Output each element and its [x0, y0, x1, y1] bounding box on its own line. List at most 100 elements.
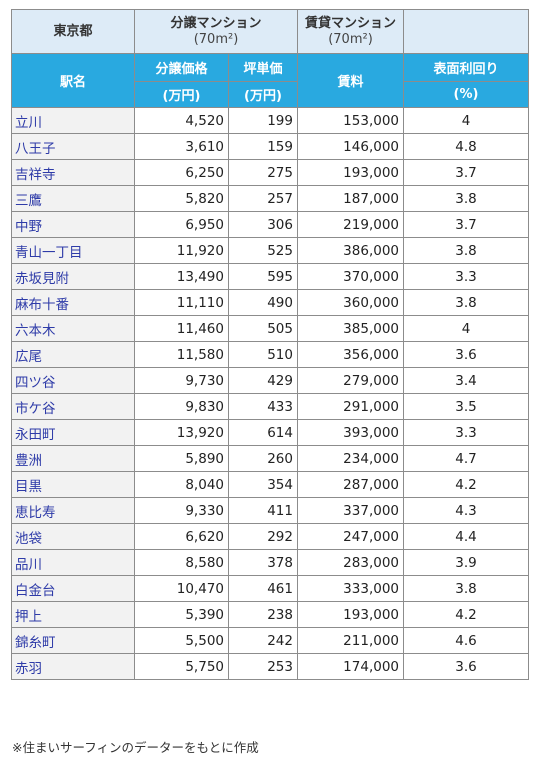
tsubo-cell: 411 [228, 497, 298, 524]
price-header: 分譲価格 [134, 53, 229, 82]
price-cell: 9,330 [134, 497, 229, 524]
tsubo-cell: 510 [228, 341, 298, 368]
tsubo-cell: 306 [228, 211, 298, 238]
price-cell: 9,730 [134, 367, 229, 394]
yield-cell: 3.6 [403, 341, 529, 368]
yield-header: 表面利回り [403, 53, 529, 82]
price-cell: 4,520 [134, 107, 229, 134]
rent-cell: 370,000 [297, 263, 404, 290]
rent-cell: 219,000 [297, 211, 404, 238]
table-row: 吉祥寺 6,250 275 193,000 3.7 [11, 159, 529, 186]
tsubo-cell: 354 [228, 471, 298, 498]
tsubo-cell: 275 [228, 159, 298, 186]
station-cell: 赤羽 [11, 653, 135, 680]
price-cell: 5,820 [134, 185, 229, 212]
bunjo-label: 分譲マンション [170, 15, 262, 31]
station-cell: 八王子 [11, 133, 135, 160]
rent-cell: 234,000 [297, 445, 404, 472]
price-cell: 9,830 [134, 393, 229, 420]
station-cell: 白金台 [11, 575, 135, 602]
yield-cell: 3.7 [403, 211, 529, 238]
rent-cell: 193,000 [297, 601, 404, 628]
header-row-units: (万円) (万円) (%) [12, 81, 529, 108]
price-cell: 5,500 [134, 627, 229, 654]
tsubo-cell: 614 [228, 419, 298, 446]
chintai-size-label: (70m²) [328, 31, 373, 47]
header-row-top: 東京都 分譲マンション (70m²) 賃貸マンション (70m²) [11, 9, 529, 54]
station-cell: 池袋 [11, 523, 135, 550]
rent-cell: 279,000 [297, 367, 404, 394]
table-row: 三鷹 5,820 257 187,000 3.8 [11, 185, 529, 212]
table-row: 八王子 3,610 159 146,000 4.8 [11, 133, 529, 160]
rent-header: 賃料 [297, 53, 404, 108]
station-cell: 押上 [11, 601, 135, 628]
table-row: 豊洲 5,890 260 234,000 4.7 [11, 445, 529, 472]
rent-cell: 337,000 [297, 497, 404, 524]
tsubo-cell: 525 [228, 237, 298, 264]
table-row: 中野 6,950 306 219,000 3.7 [11, 211, 529, 238]
price-cell: 11,110 [134, 289, 229, 316]
table-row: 押上 5,390 238 193,000 4.2 [11, 601, 529, 628]
station-cell: 立川 [11, 107, 135, 134]
yield-cell: 3.9 [403, 549, 529, 576]
table-row: 錦糸町 5,500 242 211,000 4.6 [11, 627, 529, 654]
rent-cell: 393,000 [297, 419, 404, 446]
yield-cell: 3.3 [403, 419, 529, 446]
price-cell: 11,920 [134, 237, 229, 264]
yield-cell: 3.8 [403, 575, 529, 602]
price-cell: 5,890 [134, 445, 229, 472]
station-cell: 豊洲 [11, 445, 135, 472]
price-cell: 11,460 [134, 315, 229, 342]
tsubo-cell: 461 [228, 575, 298, 602]
rent-cell: 333,000 [297, 575, 404, 602]
tsubo-cell: 159 [228, 133, 298, 160]
rent-cell: 360,000 [297, 289, 404, 316]
yield-cell: 4.3 [403, 497, 529, 524]
price-cell: 11,580 [134, 341, 229, 368]
price-cell: 10,470 [134, 575, 229, 602]
yield-cell: 4.2 [403, 601, 529, 628]
table-row: 白金台 10,470 461 333,000 3.8 [11, 575, 529, 602]
station-cell: 目黒 [11, 471, 135, 498]
tsubo-cell: 253 [228, 653, 298, 680]
price-cell: 6,250 [134, 159, 229, 186]
station-cell: 麻布十番 [11, 289, 135, 316]
tsubo-cell: 242 [228, 627, 298, 654]
yield-cell: 4.8 [403, 133, 529, 160]
price-cell: 5,750 [134, 653, 229, 680]
tsubo-cell: 433 [228, 393, 298, 420]
yield-cell: 4.2 [403, 471, 529, 498]
table-row: 青山一丁目 11,920 525 386,000 3.8 [11, 237, 529, 264]
station-cell: 市ケ谷 [11, 393, 135, 420]
chintai-label: 賃貸マンション [304, 15, 396, 31]
table-row: 池袋 6,620 292 247,000 4.4 [11, 523, 529, 550]
station-cell: 恵比寿 [11, 497, 135, 524]
yield-cell: 4.7 [403, 445, 529, 472]
table-row: 広尾 11,580 510 356,000 3.6 [11, 341, 529, 368]
rent-cell: 356,000 [297, 341, 404, 368]
yield-cell: 4.6 [403, 627, 529, 654]
tsubo-cell: 257 [228, 185, 298, 212]
price-cell: 5,390 [134, 601, 229, 628]
yield-cell: 4 [403, 107, 529, 134]
bunjo-header-cell: 分譲マンション (70m²) [134, 9, 298, 54]
table-row: 六本木 11,460 505 385,000 4 [11, 315, 529, 342]
station-cell: 錦糸町 [11, 627, 135, 654]
rent-cell: 187,000 [297, 185, 404, 212]
table-row: 市ケ谷 9,830 433 291,000 3.5 [11, 393, 529, 420]
rent-cell: 291,000 [297, 393, 404, 420]
table-row: 四ツ谷 9,730 429 279,000 3.4 [11, 367, 529, 394]
table-row: 永田町 13,920 614 393,000 3.3 [11, 419, 529, 446]
rent-cell: 174,000 [297, 653, 404, 680]
station-cell: 広尾 [11, 341, 135, 368]
tsubo-cell: 199 [228, 107, 298, 134]
rent-cell: 287,000 [297, 471, 404, 498]
chintai-header-cell: 賃貸マンション (70m²) [297, 9, 404, 54]
tsubo-cell: 238 [228, 601, 298, 628]
yield-cell: 3.8 [403, 185, 529, 212]
table-row: 立川 4,520 199 153,000 4 [11, 107, 529, 134]
rent-cell: 146,000 [297, 133, 404, 160]
rent-cell: 193,000 [297, 159, 404, 186]
rent-cell: 153,000 [297, 107, 404, 134]
price-unit: (万円) [134, 81, 229, 108]
